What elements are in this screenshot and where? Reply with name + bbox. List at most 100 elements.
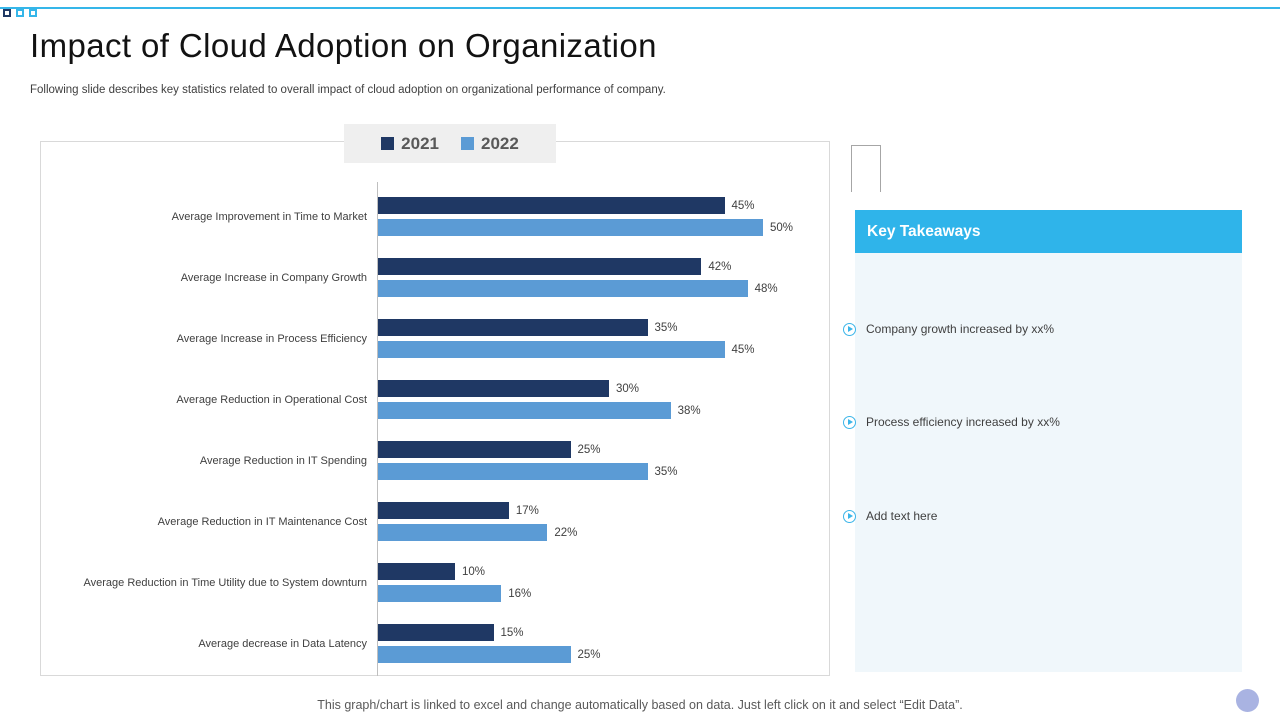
category-label: Average Improvement in Time to Market — [171, 210, 367, 223]
square-decoration-icon — [3, 9, 11, 17]
bar-group: 17% 22% — [377, 502, 820, 541]
bar-value-label: 25% — [577, 648, 601, 661]
bar-value-label: 35% — [654, 465, 678, 478]
legend-swatch-2021 — [381, 137, 395, 150]
legend-swatch-2022 — [461, 137, 474, 150]
bar-line: 16% — [378, 585, 820, 602]
bar-value-label: 25% — [577, 443, 601, 456]
bar-value-label: 38% — [677, 404, 701, 417]
play-triangle-icon — [848, 419, 853, 425]
bar-2021[interactable] — [378, 563, 455, 580]
chart-row: Average Reduction in Time Utility due to… — [50, 552, 820, 613]
bar-line: 25% — [378, 441, 820, 458]
category-label: Average Reduction in IT Maintenance Cost — [157, 515, 367, 528]
slide-subtitle: Following slide describes key statistics… — [30, 84, 666, 96]
bar-2021[interactable] — [378, 624, 494, 641]
bar-line: 22% — [378, 524, 820, 541]
play-bullet-icon — [843, 322, 856, 336]
bar-line: 50% — [378, 219, 820, 236]
takeaway-item: Add text here — [843, 509, 937, 523]
category-label: Average Reduction in Operational Cost — [176, 393, 367, 406]
legend-item-2021: 2021 — [381, 134, 439, 154]
bar-value-label: 30% — [616, 382, 640, 395]
bar-2022[interactable] — [378, 219, 763, 236]
takeaway-item: Company growth increased by xx% — [843, 322, 1054, 336]
bar-2021[interactable] — [378, 319, 648, 336]
play-bullet-icon — [843, 415, 856, 429]
bar-value-label: 10% — [462, 565, 486, 578]
bar-line: 10% — [378, 563, 820, 580]
bar-2021[interactable] — [378, 502, 509, 519]
bar-2022[interactable] — [378, 646, 571, 663]
bar-line: 38% — [378, 402, 820, 419]
bar-2022[interactable] — [378, 524, 548, 541]
bar-group: 15% 25% — [377, 624, 820, 663]
bar-line: 45% — [378, 197, 820, 214]
bar-value-label: 17% — [515, 504, 539, 517]
bar-chart[interactable]: Average Improvement in Time to Market 45%… — [40, 141, 830, 676]
bar-group: 42% 48% — [377, 258, 820, 297]
category-label: Average Increase in Company Growth — [180, 271, 367, 284]
bar-2022[interactable] — [378, 402, 671, 419]
bar-line: 15% — [378, 624, 820, 641]
chart-rows: Average Improvement in Time to Market 45%… — [50, 182, 820, 676]
takeaway-text: Company growth increased by xx% — [866, 322, 1055, 336]
bar-line: 35% — [378, 319, 820, 336]
window-decoration — [3, 9, 37, 17]
bar-line: 17% — [378, 502, 820, 519]
bar-2022[interactable] — [378, 280, 748, 297]
bar-value-label: 16% — [508, 587, 532, 600]
chart-legend: 2021 2022 — [344, 124, 556, 163]
legend-label-2021: 2021 — [401, 133, 439, 153]
bar-value-label: 35% — [654, 321, 678, 334]
category-label: Average Reduction in IT Spending — [199, 454, 367, 467]
bar-2022[interactable] — [378, 463, 648, 480]
corner-circle-decoration — [1236, 689, 1259, 712]
play-triangle-icon — [848, 513, 853, 519]
chart-row: Average Improvement in Time to Market 45%… — [50, 186, 820, 247]
takeaway-item: Process efficiency increased by xx% — [843, 415, 1060, 429]
bar-line: 48% — [378, 280, 820, 297]
bar-line: 35% — [378, 463, 820, 480]
category-label: Average Increase in Process Efficiency — [176, 332, 367, 345]
key-takeaways-panel: Company growth increased by xx% Process e… — [843, 253, 1242, 672]
chart-row: Average Increase in Company Growth 42% 48% — [50, 247, 820, 308]
bar-2021[interactable] — [378, 380, 609, 397]
bar-group: 25% 35% — [377, 441, 820, 480]
chart-row: Average Reduction in IT Spending 25% 35% — [50, 430, 820, 491]
legend-item-2022: 2022 — [461, 134, 519, 154]
bar-group: 35% 45% — [377, 319, 820, 358]
connector-line — [851, 145, 881, 192]
takeaway-text: Add text here — [866, 509, 938, 523]
takeaway-text: Process efficiency increased by xx% — [866, 415, 1060, 429]
chart-row: Average decrease in Data Latency 15% 25% — [50, 613, 820, 674]
bar-group: 10% 16% — [377, 563, 820, 602]
bar-line: 42% — [378, 258, 820, 275]
bar-value-label: 42% — [708, 260, 732, 273]
bar-value-label: 15% — [500, 626, 524, 639]
bar-value-label: 45% — [731, 343, 755, 356]
top-accent-line — [0, 7, 1280, 9]
chart-row: Average Reduction in Operational Cost 30%… — [50, 369, 820, 430]
bar-value-label: 22% — [554, 526, 578, 539]
bar-2022[interactable] — [378, 341, 725, 358]
bar-2022[interactable] — [378, 585, 502, 602]
bar-value-label: 48% — [754, 282, 778, 295]
bar-line: 45% — [378, 341, 820, 358]
bar-2021[interactable] — [378, 197, 725, 214]
play-triangle-icon — [848, 326, 853, 332]
square-decoration-icon — [29, 9, 37, 17]
square-decoration-icon — [16, 9, 24, 17]
bar-value-label: 50% — [770, 221, 794, 234]
key-takeaways-header: Key Takeaways — [855, 210, 1242, 253]
bar-group: 45% 50% — [377, 197, 820, 236]
chart-row: Average Increase in Process Efficiency 35… — [50, 308, 820, 369]
bar-value-label: 45% — [731, 199, 755, 212]
category-label: Average Reduction in Time Utility due to… — [83, 576, 368, 589]
bar-2021[interactable] — [378, 258, 702, 275]
footer-note: This graph/chart is linked to excel and … — [317, 698, 963, 712]
category-label: Average decrease in Data Latency — [198, 637, 367, 650]
bar-line: 25% — [378, 646, 820, 663]
bar-line: 30% — [378, 380, 820, 397]
bar-2021[interactable] — [378, 441, 571, 458]
